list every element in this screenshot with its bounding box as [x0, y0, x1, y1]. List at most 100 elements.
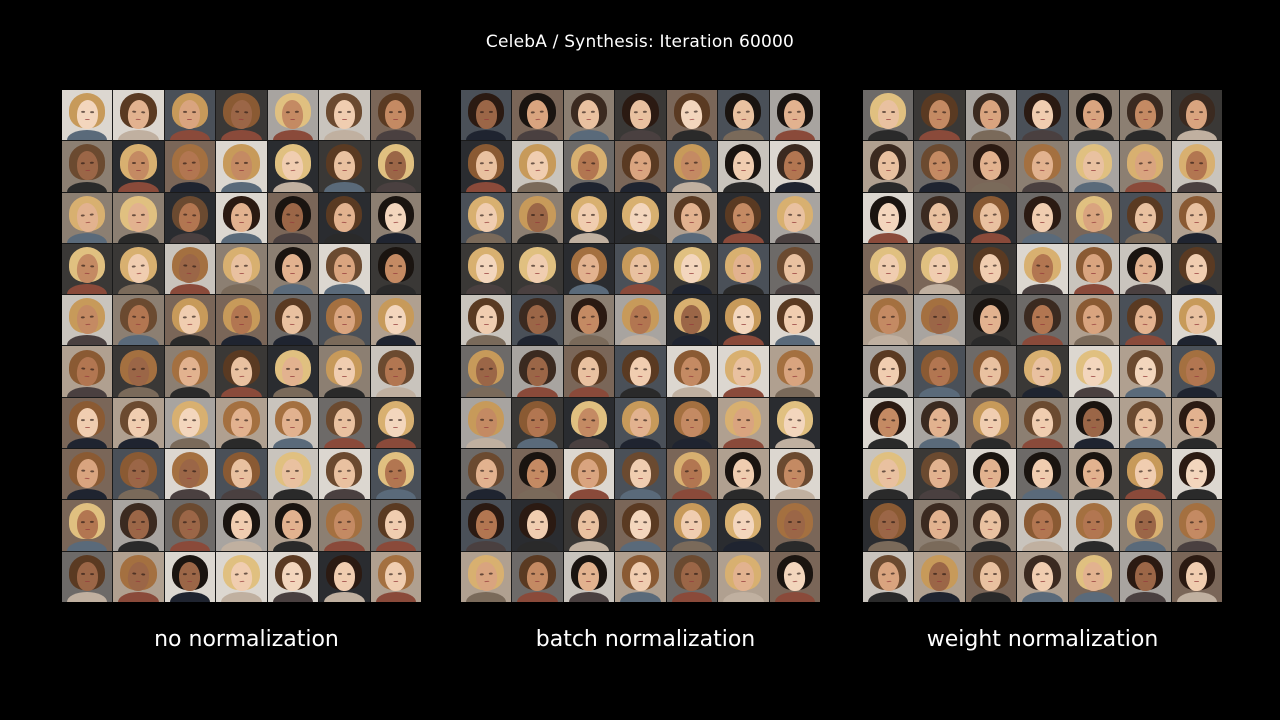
- face-mouth: [637, 221, 643, 223]
- face-mouth: [84, 272, 90, 274]
- face-sample: [666, 397, 718, 449]
- face-mouth: [1091, 375, 1096, 377]
- face-shoulders: [1125, 232, 1166, 243]
- face-sample: [863, 346, 914, 397]
- face-sample: [1017, 192, 1068, 243]
- face-mouth: [792, 426, 797, 428]
- face-mouth: [342, 375, 347, 377]
- face-shoulders: [970, 232, 1012, 243]
- face-mouth: [988, 580, 994, 582]
- face-shoulders: [774, 130, 815, 141]
- face-shoulders: [375, 540, 416, 551]
- face-shoulders: [272, 438, 314, 449]
- face-shoulders: [1125, 438, 1166, 449]
- face-shoulders: [466, 438, 507, 449]
- face-mouth: [484, 272, 489, 274]
- face-shoulders: [1073, 489, 1115, 500]
- face-mouth: [1040, 221, 1045, 223]
- face-sample: [718, 500, 769, 551]
- face-sample: [1171, 397, 1222, 449]
- face-sample: [1171, 346, 1222, 397]
- face-shoulders: [868, 540, 909, 551]
- face-sample: [1171, 295, 1222, 346]
- face-shoulders: [970, 591, 1012, 602]
- face-skin: [877, 356, 900, 387]
- face-mouth: [586, 169, 591, 172]
- face-mouth: [136, 529, 141, 531]
- face-shoulders: [568, 181, 610, 192]
- face-mouth: [1194, 580, 1199, 582]
- face-shoulders: [671, 335, 713, 346]
- face-mouth: [937, 477, 942, 479]
- face-sample: [319, 141, 370, 192]
- face-skin: [230, 202, 253, 233]
- face-shoulders: [67, 386, 108, 397]
- face-mouth: [741, 580, 746, 582]
- face-mouth: [792, 529, 797, 531]
- face-mouth: [741, 426, 746, 428]
- face-sample: [62, 243, 113, 295]
- face-mouth: [937, 426, 942, 428]
- face-sample: [666, 295, 718, 346]
- face-shoulders: [671, 591, 713, 602]
- face-mouth: [484, 169, 489, 172]
- face-sample: [563, 141, 615, 192]
- face-mouth: [187, 272, 192, 274]
- face-shoulders: [774, 335, 815, 346]
- face-sample: [965, 192, 1017, 243]
- face-mouth: [1040, 323, 1045, 326]
- face-shoulders: [118, 284, 159, 295]
- face-shoulders: [1176, 540, 1217, 551]
- face-sample: [914, 551, 965, 602]
- face-sample: [319, 449, 370, 500]
- face-mouth: [1194, 221, 1200, 223]
- face-shoulders: [1022, 438, 1063, 449]
- face-mouth: [886, 118, 891, 120]
- face-shoulders: [375, 130, 416, 141]
- face-shoulders: [568, 130, 610, 141]
- face-skin: [526, 407, 549, 438]
- face-shoulders: [1125, 181, 1166, 192]
- face-mouth: [587, 221, 592, 223]
- face-sample: [512, 449, 563, 500]
- face-sample: [769, 346, 820, 397]
- face-sample: [319, 346, 370, 397]
- face-sample: [267, 551, 319, 602]
- face-shoulders: [568, 438, 610, 449]
- face-shoulders: [118, 591, 159, 602]
- face-sample: [512, 295, 563, 346]
- face-shoulders: [1176, 335, 1217, 346]
- face-mouth: [586, 426, 591, 428]
- face-shoulders: [868, 386, 909, 397]
- face-mouth: [1142, 375, 1148, 377]
- face-shoulders: [919, 284, 960, 295]
- face-shoulders: [375, 335, 416, 346]
- face-shoulders: [1022, 386, 1063, 397]
- face-sample: [1120, 449, 1171, 500]
- face-mouth: [239, 221, 244, 223]
- face-shoulders: [1022, 181, 1063, 192]
- face-mouth: [741, 323, 746, 326]
- face-shoulders: [1073, 438, 1115, 449]
- face-sample: [319, 192, 370, 243]
- face-mouth: [136, 426, 141, 428]
- face-mouth: [740, 375, 746, 377]
- face-sample: [718, 90, 769, 141]
- face-shoulders: [221, 284, 262, 295]
- face-mouth: [792, 169, 797, 172]
- face-skin: [732, 253, 755, 284]
- face-mouth: [1039, 375, 1045, 377]
- face-shoulders: [1125, 489, 1166, 500]
- face-shoulders: [774, 591, 815, 602]
- face-mouth: [136, 221, 141, 223]
- face-mouth: [135, 580, 141, 582]
- face-skin: [333, 561, 356, 592]
- face-sample: [1068, 449, 1120, 500]
- face-mouth: [342, 118, 347, 120]
- face-mouth: [483, 323, 489, 326]
- face-shoulders: [118, 335, 159, 346]
- face-skin: [526, 202, 549, 232]
- face-mouth: [484, 580, 489, 582]
- face-shoulders: [723, 181, 764, 192]
- face-sample: [1068, 500, 1120, 551]
